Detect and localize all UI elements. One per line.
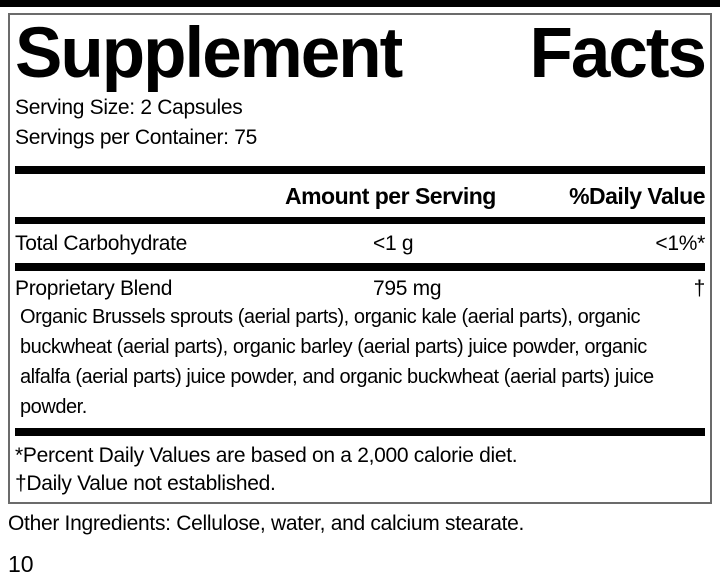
top-rule	[0, 0, 720, 7]
page-number: 10	[8, 551, 34, 578]
panel-title: Supplement Facts	[15, 14, 707, 93]
daily-value-header: %Daily Value	[569, 183, 705, 210]
nutrient-name: Total Carbohydrate	[15, 232, 188, 256]
column-header-row: Amount per Serving %Daily Value	[15, 174, 705, 217]
footnote-daily-value-not-established: †Daily Value not established.	[15, 472, 276, 496]
serving-size-text: Serving Size: 2 Capsules	[15, 96, 243, 120]
nutrient-amount: <1 g	[373, 232, 414, 256]
thick-divider	[15, 217, 705, 225]
thick-divider	[15, 166, 705, 175]
nutrient-amount: 795 mg	[373, 277, 442, 301]
nutrient-name: Proprietary Blend	[15, 277, 173, 301]
amount-per-serving-header: Amount per Serving	[285, 183, 496, 210]
servings-per-container-text: Servings per Container: 75	[15, 126, 258, 150]
thick-divider	[15, 263, 705, 272]
footnotes: *Percent Daily Values are based on a 2,0…	[15, 436, 705, 502]
supplement-facts-panel: Supplement Facts Serving Size: 2 Capsule…	[8, 13, 712, 505]
footnote-percent-daily-value: *Percent Daily Values are based on a 2,0…	[15, 444, 518, 468]
panel-title-word-supplement: Supplement	[15, 14, 403, 93]
nutrient-daily-value: <1%*	[655, 232, 705, 256]
table-row-total-carbohydrate: Total Carbohydrate <1 g <1%*	[15, 224, 705, 263]
thick-divider	[15, 428, 705, 437]
proprietary-blend-description: Organic Brussels sprouts (aerial parts),…	[20, 306, 654, 419]
nutrient-daily-value: †	[693, 277, 706, 301]
table-row-proprietary-blend: Proprietary Blend 795 mg †	[15, 271, 705, 300]
serving-info: Serving Size: 2 Capsules Servings per Co…	[15, 93, 705, 153]
panel-title-word-facts: Facts	[529, 14, 707, 93]
other-ingredients-text: Other Ingredients: Cellulose, water, and…	[8, 512, 525, 536]
